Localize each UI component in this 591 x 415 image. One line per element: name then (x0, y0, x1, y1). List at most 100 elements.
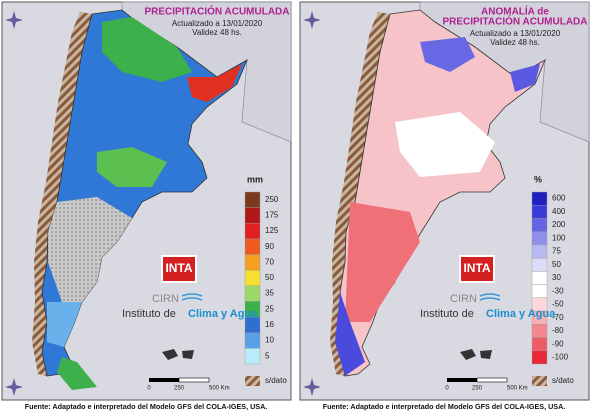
chile (32, 12, 92, 376)
red-south (345, 202, 420, 322)
legend-label: 175 (265, 211, 279, 220)
scale-bar (178, 377, 210, 383)
compass-icon (5, 11, 23, 29)
legend-label: 100 (552, 233, 566, 242)
legend-swatch (244, 254, 261, 271)
validity: Validez 48 hs. (490, 38, 540, 47)
compass-icon (303, 11, 321, 29)
legend-label: 600 (552, 194, 566, 203)
updated-date: Actualizado a 13/01/2020 (470, 29, 561, 38)
compass-icon (5, 378, 23, 396)
legend-label: 25 (265, 304, 274, 313)
green-south (57, 357, 97, 390)
legend-label: -80 (552, 326, 564, 335)
legend-swatch (531, 324, 548, 338)
south-grey (48, 197, 132, 302)
scale-label: 250 (174, 386, 185, 392)
legend-swatch (531, 205, 548, 219)
source-footer: Fuente: Adaptado e interpretado del Mode… (323, 402, 566, 411)
blue-south (335, 292, 365, 376)
legend-no-data: s/dato (265, 376, 287, 385)
scale-bar (447, 378, 477, 382)
green-north (102, 17, 192, 82)
legend-swatch-no-data (245, 376, 260, 386)
legend-label: 250 (265, 195, 279, 204)
map-title: PRECIPITACIÓN ACUMULADA (145, 5, 290, 18)
logo-box (161, 255, 197, 283)
scale-label: 250 (472, 386, 483, 392)
legend-label: 90 (265, 242, 274, 251)
org-name: Instituto de (420, 308, 474, 320)
legend-label: 35 (265, 289, 274, 298)
legend-swatch (244, 348, 261, 365)
legend-label: -100 (552, 352, 569, 361)
legend-label: -30 (552, 286, 564, 295)
legend-swatch (244, 191, 261, 208)
org-name-highlight: Clima y Agua (188, 308, 258, 320)
legend-swatch (244, 269, 261, 287)
legend-label: 70 (265, 257, 274, 266)
org-wave (479, 293, 501, 301)
legend-swatch (531, 257, 548, 272)
legend-label: 125 (265, 226, 279, 235)
legend-label: -70 (552, 313, 564, 322)
legend-swatch (531, 231, 548, 246)
legend-swatch (244, 238, 261, 255)
scale-label: 500 Km (209, 386, 230, 392)
legend-label: 200 (552, 220, 566, 229)
logo-box (459, 255, 495, 283)
source-footer: Fuente: Adaptado e interpretado del Mode… (25, 402, 268, 411)
legend-label: 30 (552, 273, 561, 282)
white-center (395, 112, 495, 177)
org-wave (181, 293, 203, 301)
legend-swatch (244, 285, 261, 302)
legend-no-data: s/dato (552, 376, 574, 385)
green-center (97, 147, 167, 187)
legend-label: 16 (265, 320, 274, 329)
legend-label: 50 (265, 273, 274, 282)
legend-swatch (531, 284, 548, 299)
map-title: ANOMALÍA de (481, 5, 549, 18)
legend-swatch (531, 191, 548, 206)
org-name-highlight: Clima y Agua (486, 308, 556, 320)
legend-swatch (244, 223, 261, 240)
logo-text: INTA (463, 261, 490, 275)
legend-unit: % (534, 174, 542, 184)
scale-label: 0 (445, 386, 449, 392)
legend-label: -90 (552, 339, 564, 348)
scale-bar (149, 378, 179, 382)
org-name: Instituto de (122, 308, 176, 320)
scale-label: 0 (147, 386, 151, 392)
legend-unit: mm (247, 174, 263, 184)
legend-swatch-no-data (532, 376, 547, 386)
map-title: PRECIPITACIÓN ACUMULADA (443, 15, 588, 28)
falklands (460, 349, 492, 360)
org-short: CIRN (152, 293, 179, 305)
falklands (162, 349, 194, 360)
legend-label: 5 (265, 351, 270, 360)
compass-icon (303, 378, 321, 396)
legend-swatch (531, 337, 548, 351)
legend-swatch (531, 350, 548, 365)
red-ne (187, 64, 242, 102)
legend-label: -50 (552, 300, 564, 309)
org-short: CIRN (450, 293, 477, 305)
legend-label: 75 (552, 247, 561, 256)
scale-bar (476, 377, 508, 383)
lightblue-south (47, 302, 82, 347)
legend-label: 50 (552, 260, 561, 269)
legend-swatch (531, 244, 548, 259)
validity: Validez 48 hs. (192, 28, 242, 37)
legend-label: 10 (265, 336, 274, 345)
legend-swatch (244, 332, 261, 349)
legend-swatch (244, 207, 261, 224)
legend-swatch (531, 271, 548, 285)
updated-date: Actualizado a 13/01/2020 (172, 19, 263, 28)
blue-ne (510, 64, 540, 92)
scale-label: 500 Km (507, 386, 528, 392)
blue-north (420, 37, 475, 72)
logo-text: INTA (165, 261, 192, 275)
